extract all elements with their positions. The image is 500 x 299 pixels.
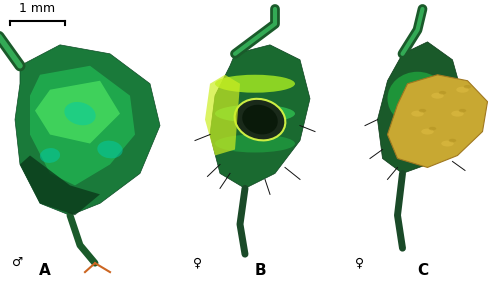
Ellipse shape	[215, 135, 295, 152]
Ellipse shape	[411, 111, 424, 117]
Ellipse shape	[242, 105, 278, 135]
Ellipse shape	[431, 93, 444, 99]
Text: ♂: ♂	[12, 256, 23, 269]
Polygon shape	[205, 75, 240, 155]
Ellipse shape	[449, 139, 456, 142]
Polygon shape	[15, 45, 160, 215]
Ellipse shape	[64, 102, 96, 125]
Ellipse shape	[439, 91, 446, 94]
Polygon shape	[30, 66, 135, 185]
Polygon shape	[20, 155, 100, 215]
Text: B: B	[254, 263, 266, 278]
Ellipse shape	[234, 99, 286, 140]
Ellipse shape	[451, 111, 464, 117]
Bar	[338, 0, 500, 299]
Ellipse shape	[388, 72, 448, 126]
Ellipse shape	[429, 127, 436, 130]
Polygon shape	[378, 42, 462, 173]
Polygon shape	[210, 45, 310, 188]
Text: ♀: ♀	[356, 256, 364, 269]
Ellipse shape	[464, 85, 471, 89]
Ellipse shape	[98, 141, 122, 158]
Ellipse shape	[215, 105, 295, 123]
Text: C: C	[417, 263, 428, 278]
Text: ♀: ♀	[193, 256, 202, 269]
Text: 1 mm: 1 mm	[20, 2, 56, 15]
Ellipse shape	[442, 141, 454, 147]
Ellipse shape	[215, 75, 295, 93]
Ellipse shape	[458, 109, 466, 112]
Polygon shape	[388, 75, 488, 167]
Ellipse shape	[456, 87, 468, 93]
Ellipse shape	[419, 109, 426, 112]
Polygon shape	[35, 81, 120, 144]
Ellipse shape	[40, 148, 60, 163]
Text: A: A	[39, 263, 51, 278]
Bar	[172, 0, 338, 299]
Ellipse shape	[421, 129, 434, 135]
Bar	[0, 0, 172, 299]
